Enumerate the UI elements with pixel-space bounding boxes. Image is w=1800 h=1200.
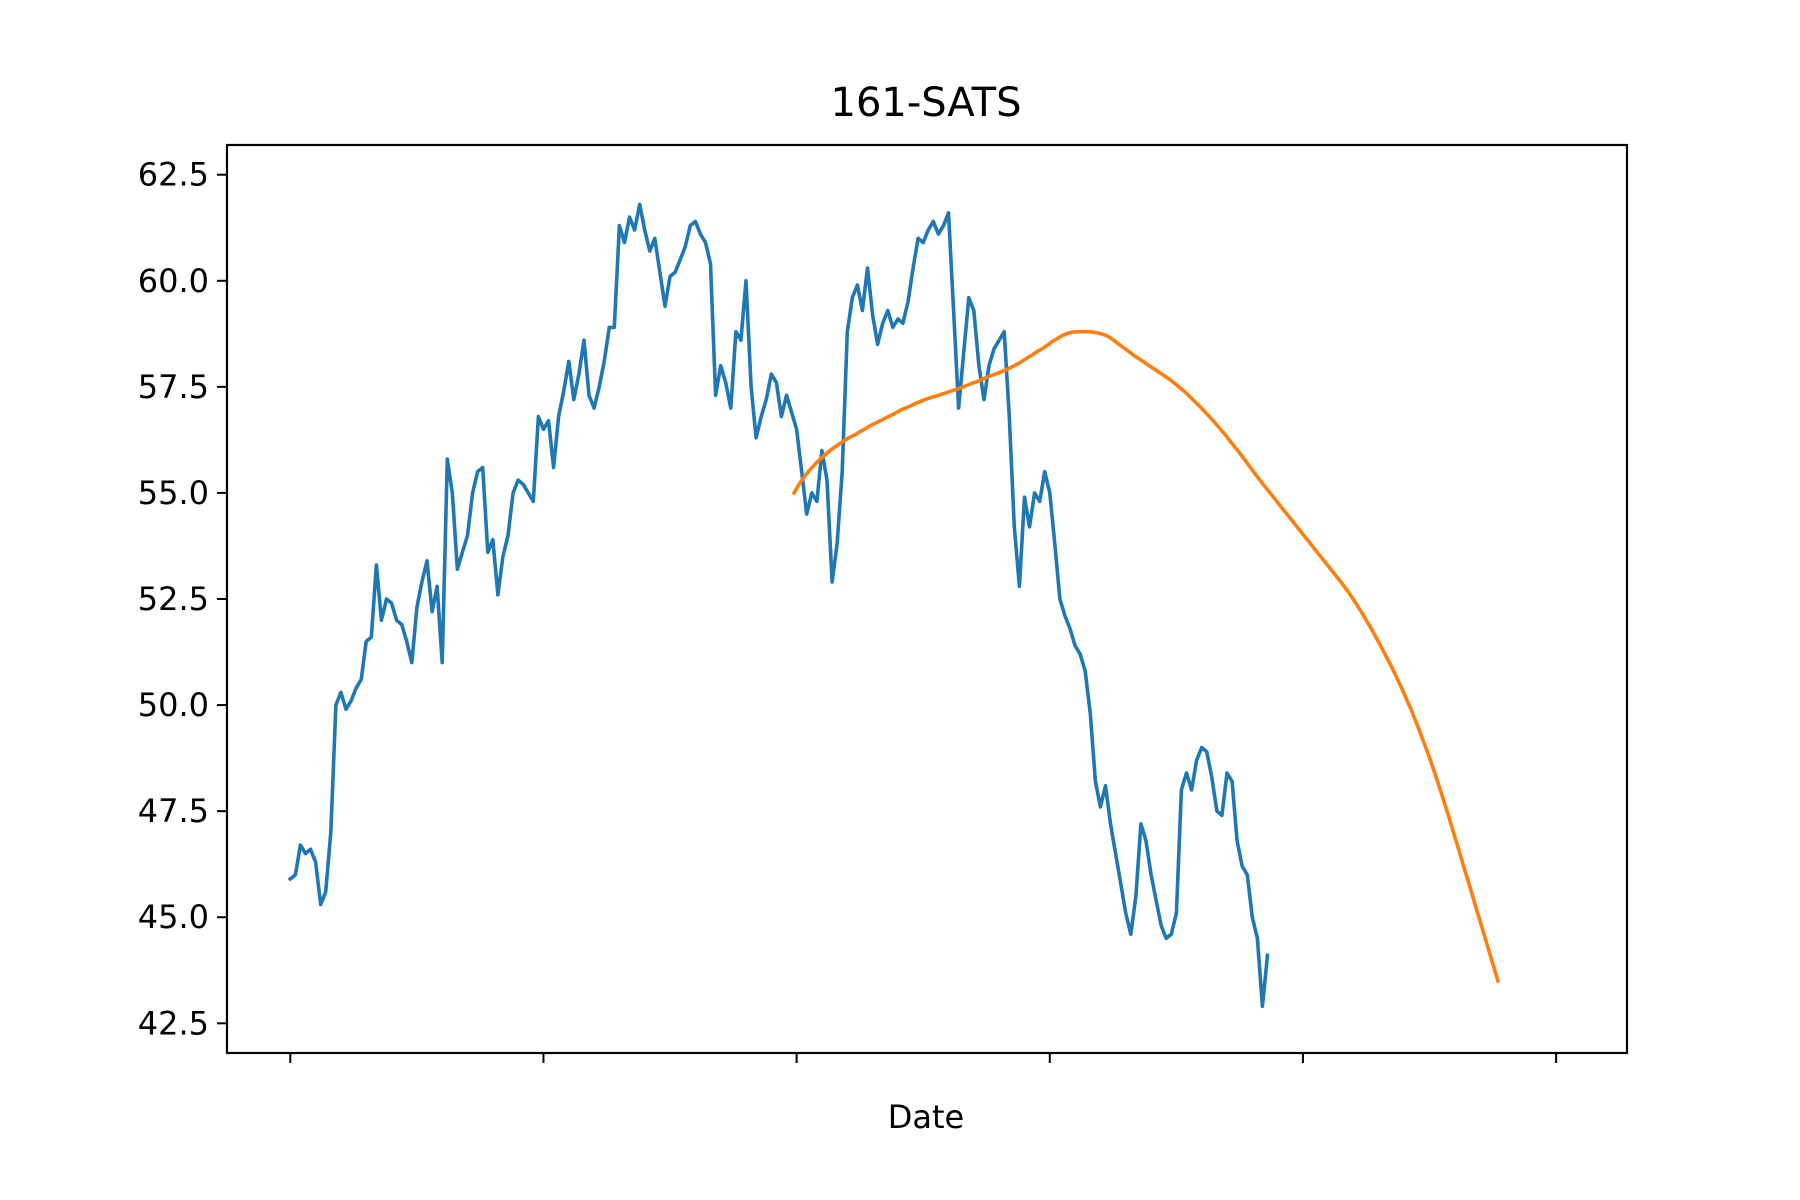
y-tick-label: 60.0 xyxy=(138,262,209,300)
series-line-moving-average xyxy=(791,329,1501,984)
chart-title: 161-SATS xyxy=(831,80,1022,126)
y-tick-label: 42.5 xyxy=(138,1004,209,1042)
y-tick-label: 47.5 xyxy=(138,792,209,830)
x-axis-label: Date xyxy=(888,1098,964,1136)
y-axis: 42.5 45.0 47.5 50.0 52.5 55.0 57.5 60.0 62.5 xyxy=(138,156,227,1042)
x-axis xyxy=(289,1053,1558,1063)
y-tick-label: 52.5 xyxy=(138,580,209,618)
y-tick-label: 50.0 xyxy=(138,686,209,724)
series-layer xyxy=(287,202,1501,1009)
y-tick-label: 62.5 xyxy=(138,156,209,194)
y-tick-label: 55.0 xyxy=(138,474,209,512)
y-tick-label: 57.5 xyxy=(138,368,209,406)
series-line-price xyxy=(287,202,1270,1009)
y-tick-label: 45.0 xyxy=(138,898,209,936)
